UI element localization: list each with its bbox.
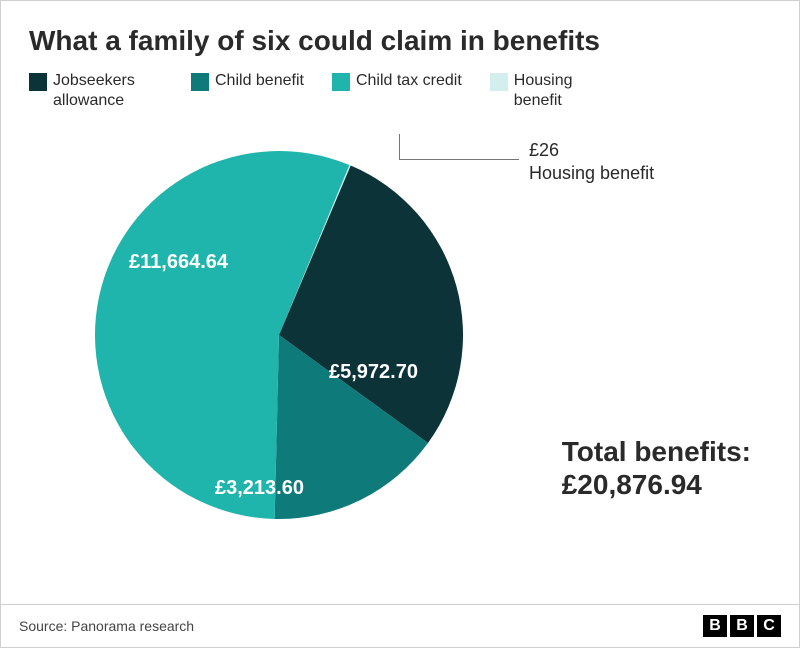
bbc-logo-letter: B — [730, 615, 754, 637]
legend-swatch — [29, 73, 47, 91]
callout-value: £26 — [529, 139, 654, 162]
totals-block: Total benefits: £20,876.94 — [562, 435, 751, 501]
callout-label: Housing benefit — [529, 162, 654, 185]
slice-label-jobseekers: £5,972.70 — [329, 361, 418, 384]
legend-label: Jobseekers allowance — [53, 71, 163, 111]
legend-item: Housing benefit — [490, 71, 624, 111]
source-text: Source: Panorama research — [19, 618, 194, 634]
chart-area: £11,664.64 £5,972.70 £3,213.60 £26 Housi… — [29, 121, 771, 561]
chart-title: What a family of six could claim in bene… — [29, 25, 771, 57]
slice-label-child-tax-credit: £11,664.64 — [129, 251, 228, 274]
legend-label: Housing benefit — [514, 71, 624, 111]
bbc-logo-letter: B — [703, 615, 727, 637]
legend-swatch — [490, 73, 508, 91]
bbc-logo-letter: C — [757, 615, 781, 637]
legend-swatch — [191, 73, 209, 91]
legend-item: Jobseekers allowance — [29, 71, 163, 111]
callout-housing-benefit: £26 Housing benefit — [529, 139, 654, 184]
bbc-logo: B B C — [703, 615, 781, 637]
legend-item: Child tax credit — [332, 71, 462, 111]
chart-frame: What a family of six could claim in bene… — [0, 0, 800, 648]
footer: Source: Panorama research B B C — [1, 604, 799, 647]
legend: Jobseekers allowance Child benefit Child… — [29, 71, 771, 111]
legend-item: Child benefit — [191, 71, 304, 111]
legend-label: Child tax credit — [356, 71, 462, 91]
callout-line-h — [399, 159, 519, 160]
total-label: Total benefits: — [562, 435, 751, 469]
callout-line-v — [399, 134, 400, 160]
pie-chart — [95, 151, 463, 519]
legend-swatch — [332, 73, 350, 91]
slice-label-child-benefit: £3,213.60 — [215, 477, 304, 500]
total-value: £20,876.94 — [562, 469, 751, 501]
legend-label: Child benefit — [215, 71, 304, 91]
